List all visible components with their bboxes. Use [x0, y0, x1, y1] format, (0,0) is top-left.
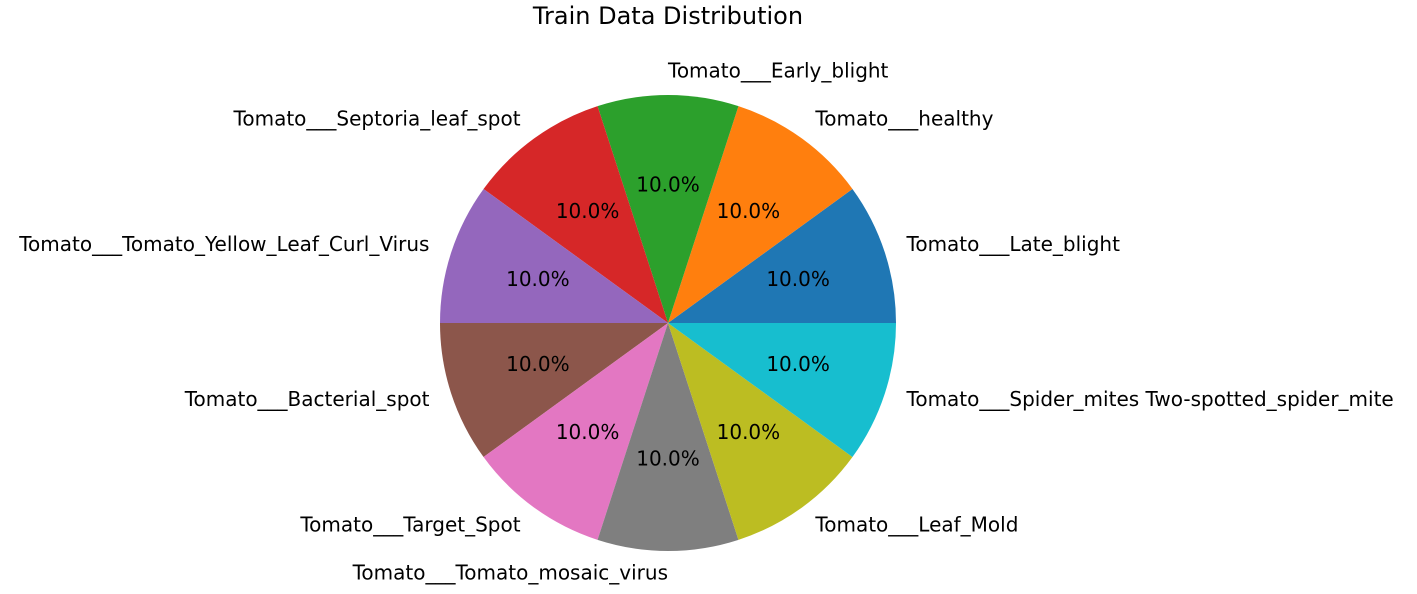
- value-label: 10.0%: [506, 352, 570, 376]
- pie-slice: [440, 188, 668, 323]
- slice-label: Tomato___healthy: [814, 107, 993, 131]
- pie-slice: [597, 95, 739, 324]
- pie-slice: [668, 188, 896, 323]
- pie-slice: [440, 323, 668, 458]
- value-label: 10.0%: [717, 199, 781, 223]
- chart-title: Train Data Distribution: [532, 2, 803, 30]
- slice-label: Tomato___Spider_mites Two-spotted_spider…: [906, 387, 1394, 411]
- pie-slice: [483, 323, 668, 540]
- slice-label: Tomato___Leaf_Mold: [814, 512, 1018, 536]
- slice-label: Tomato___Late_blight: [906, 232, 1121, 256]
- slice-label: Tomato___Tomato_Yellow_Leaf_Curl_Virus: [18, 232, 429, 256]
- value-label: 10.0%: [556, 199, 620, 223]
- value-label: 10.0%: [717, 420, 781, 444]
- pie-slice: [483, 106, 668, 323]
- value-label: 10.0%: [766, 267, 830, 291]
- pie-slice: [597, 323, 739, 552]
- value-label: 10.0%: [506, 267, 570, 291]
- value-label: 10.0%: [766, 352, 830, 376]
- pie-slice: [668, 323, 853, 540]
- slice-label: Tomato___Tomato_mosaic_virus: [352, 560, 668, 584]
- pie-slice: [668, 106, 853, 323]
- slice-label: Tomato___Early_blight: [667, 59, 889, 83]
- slice-label: Tomato___Septoria_leaf_spot: [233, 107, 521, 131]
- value-label: 10.0%: [636, 446, 700, 470]
- pie-slice: [668, 323, 896, 458]
- value-label: 10.0%: [556, 420, 620, 444]
- value-label: 10.0%: [636, 173, 700, 197]
- slice-label: Tomato___Bacterial_spot: [184, 387, 430, 411]
- slice-label: Tomato___Target_Spot: [299, 512, 520, 536]
